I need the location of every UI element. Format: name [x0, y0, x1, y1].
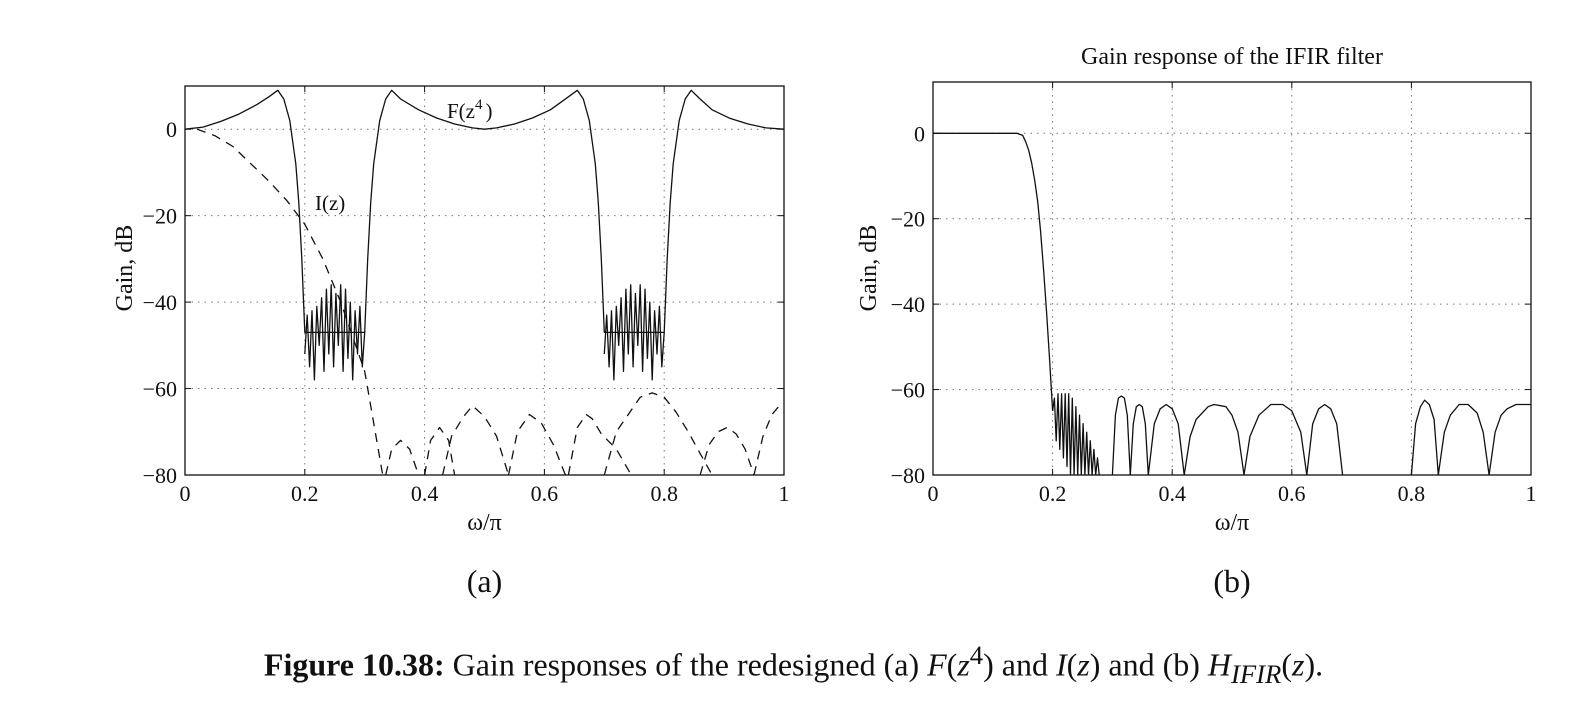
series-line-0-7	[507, 413, 567, 475]
x-axis-label: ω/π	[1215, 510, 1250, 536]
series-line-0-4	[385, 439, 420, 475]
series-line-0-9	[603, 392, 713, 475]
y-axis-label: Gain, dB	[856, 225, 882, 312]
series-line-1-2	[1111, 395, 1131, 475]
caption-f-close: )	[983, 646, 994, 683]
y-tick-label: −20	[143, 204, 177, 229]
series-line-0-5	[423, 426, 456, 475]
annotation-f-z4: F(z4)	[447, 97, 493, 123]
series-line-1-10	[1488, 403, 1531, 475]
caption-text-1: Gain responses of the redesigned (a)	[444, 646, 928, 683]
caption-text-4: .	[1315, 646, 1324, 683]
axes-frame	[184, 85, 785, 476]
y-tick-label: 0	[914, 121, 925, 146]
y-tick-label: 0	[166, 117, 177, 142]
caption-f-exp: 4	[969, 640, 984, 670]
series-line-0-1	[304, 284, 366, 381]
x-tick-label: 1	[779, 481, 790, 506]
series-line-0-2	[603, 284, 665, 381]
caption-i-open: (	[1066, 646, 1078, 683]
chart-panel-a: 0 0.2 0.4 0.6 0.8 1 0 −20 −40 −60 −80 ω/π Gain, dB (a…	[112, 85, 790, 599]
caption-i-close: )	[1089, 646, 1101, 683]
chart-panel-b: 0 0.2 0.4 0.6 0.8 1 0 −20 −40 −60 −80 ω/π Gain, dB (b…	[856, 44, 1537, 599]
caption-f-var: z	[957, 646, 970, 683]
annotation-f-z4-close: )	[486, 99, 493, 123]
caption-text-3: and (b)	[1100, 646, 1208, 683]
y-tick-label: −40	[891, 292, 925, 317]
series-line-1-0	[933, 132, 1054, 411]
caption-h-name: H	[1207, 646, 1231, 683]
series-line-1-4	[1147, 403, 1185, 475]
caption-i-name: I	[1055, 646, 1067, 683]
x-tick-label: 0	[180, 481, 191, 506]
series-line-0-6	[441, 405, 510, 475]
annotation-f-z4-exp: 4	[475, 97, 483, 113]
y-tick-label: −80	[891, 463, 925, 488]
chart-title: Gain response of the IFIR filter	[1081, 44, 1383, 70]
x-tick-label: 0.8	[650, 481, 678, 506]
caption-h-open: (	[1281, 646, 1292, 683]
y-axis-label: Gain, dB	[112, 225, 138, 312]
caption-label: Figure 10.38:	[263, 646, 445, 683]
series-line-1-5	[1183, 403, 1245, 475]
y-tick-label: −20	[891, 207, 925, 232]
x-tick-label: 0.2	[1039, 481, 1067, 506]
series-line-0-0	[185, 89, 784, 334]
series-line-0-11	[753, 403, 784, 475]
series-line-0-10	[699, 426, 755, 475]
panel-label: (b)	[1213, 563, 1250, 599]
series-line-1-3	[1129, 403, 1149, 475]
series-line-0-8	[567, 413, 632, 475]
caption-f-open: (	[946, 646, 958, 683]
x-tick-label: 0.8	[1398, 481, 1426, 506]
caption-f-name: F	[927, 646, 947, 683]
caption-h-close: )	[1304, 646, 1316, 683]
x-tick-label: 0	[928, 481, 939, 506]
panel-label: (a)	[467, 563, 503, 599]
y-tick-label: −60	[143, 377, 177, 402]
axes-frame	[932, 81, 1532, 476]
caption-h-var: z	[1291, 646, 1305, 683]
series-line-1-6	[1243, 403, 1308, 475]
x-tick-label: 0.4	[411, 481, 439, 506]
annotation-i-z: I(z)	[315, 191, 345, 215]
series-line-1-8	[1410, 399, 1439, 475]
figure-caption: Figure 10.38: Gain responses of the rede…	[0, 640, 1587, 690]
y-tick-label: −80	[143, 463, 177, 488]
series-line-1-1	[1051, 393, 1100, 475]
caption-i-var: z	[1077, 646, 1090, 683]
y-tick-label: −40	[143, 290, 177, 315]
y-tick-label: −60	[891, 378, 925, 403]
x-tick-label: 1	[1526, 481, 1537, 506]
caption-text-2: and	[993, 646, 1056, 683]
x-axis-label: ω/π	[467, 510, 502, 536]
series-line-0-3	[196, 128, 384, 475]
series-line-1-7	[1306, 403, 1344, 475]
x-tick-label: 0.4	[1158, 481, 1186, 506]
x-tick-label: 0.6	[531, 481, 559, 506]
annotation-f-z4-base: F(z	[447, 99, 475, 123]
x-tick-label: 0.2	[291, 481, 319, 506]
series-line-1-9	[1437, 403, 1490, 475]
caption-h-sub: IFIR	[1231, 659, 1282, 690]
x-tick-label: 0.6	[1278, 481, 1306, 506]
